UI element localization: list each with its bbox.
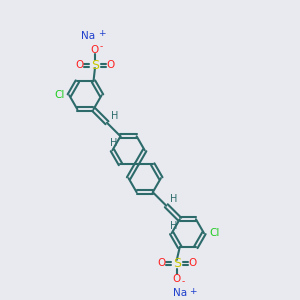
Text: S: S — [91, 59, 99, 72]
Text: S: S — [173, 257, 181, 270]
Text: O: O — [91, 45, 99, 55]
Text: O: O — [76, 60, 84, 70]
Text: +: + — [189, 287, 197, 296]
Text: -: - — [100, 43, 103, 52]
Text: O: O — [106, 60, 114, 70]
Text: H: H — [170, 194, 177, 204]
Text: Na: Na — [81, 31, 95, 41]
Text: O: O — [173, 274, 181, 284]
Text: O: O — [158, 258, 166, 268]
Text: H: H — [169, 221, 177, 231]
Text: Cl: Cl — [209, 228, 219, 238]
Text: H: H — [111, 111, 118, 121]
Text: +: + — [98, 29, 105, 38]
Text: -: - — [182, 277, 185, 286]
Text: H: H — [110, 138, 118, 148]
Text: Na: Na — [173, 288, 187, 298]
Text: O: O — [188, 258, 196, 268]
Text: Cl: Cl — [55, 90, 65, 100]
